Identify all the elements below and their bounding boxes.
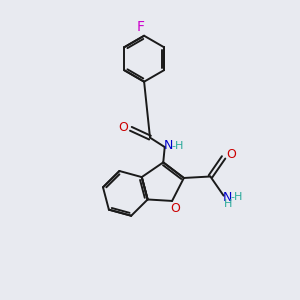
Text: O: O bbox=[171, 202, 181, 215]
Text: N: N bbox=[223, 190, 232, 204]
Text: H: H bbox=[224, 200, 232, 209]
Text: F: F bbox=[136, 20, 145, 34]
Text: -H: -H bbox=[171, 141, 184, 151]
Text: O: O bbox=[118, 121, 128, 134]
Text: O: O bbox=[226, 148, 236, 161]
Text: -H: -H bbox=[230, 192, 243, 202]
Text: N: N bbox=[164, 139, 173, 152]
